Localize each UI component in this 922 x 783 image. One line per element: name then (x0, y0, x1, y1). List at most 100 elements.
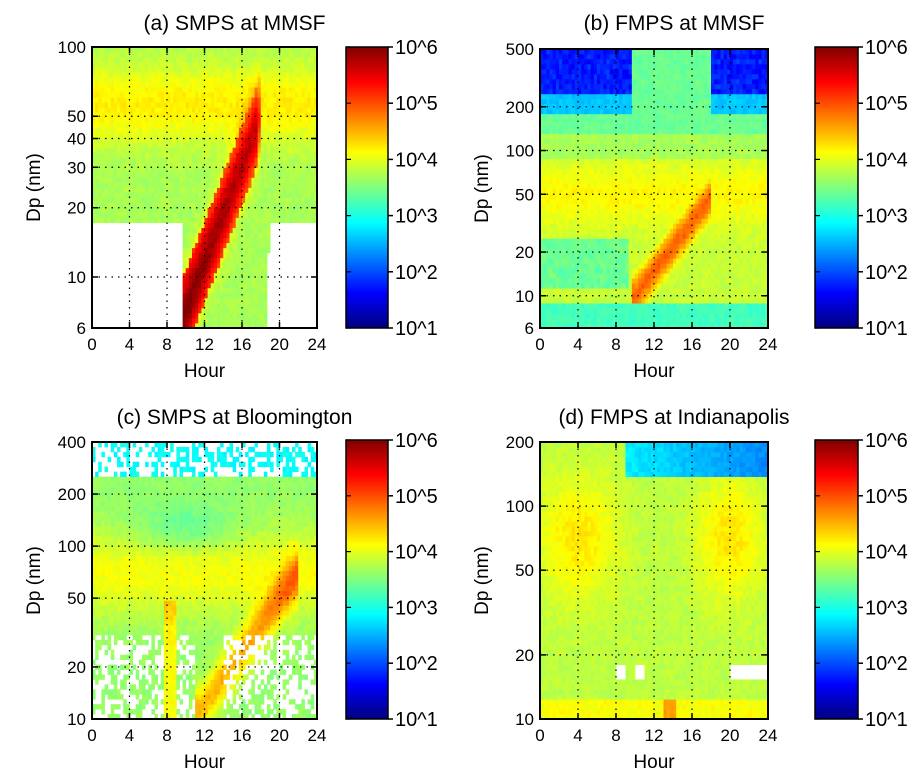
heatmap-cell (543, 323, 547, 329)
heatmap-cell (242, 187, 246, 193)
heatmap-cell (232, 237, 237, 244)
heatmap-cell (257, 262, 262, 269)
heatmap-cell (628, 163, 633, 169)
heatmap-cell (606, 153, 611, 160)
heatmap-cell (603, 208, 607, 214)
heatmap-cell (603, 163, 607, 169)
heatmap-cell (132, 132, 137, 138)
heatmap-cell (622, 243, 626, 249)
heatmap-cell (552, 238, 557, 244)
heatmap-cell (188, 192, 193, 198)
heatmap-cell (310, 102, 315, 108)
heatmap-cell (176, 192, 180, 198)
heatmap-cell (622, 268, 626, 274)
heatmap-cell (562, 188, 566, 194)
heatmap-cell (254, 172, 259, 178)
heatmap-cell (616, 308, 620, 314)
heatmap-cell (540, 128, 544, 135)
heatmap-cell (117, 52, 121, 58)
heatmap-cell (625, 248, 630, 254)
heatmap-cell (204, 192, 209, 198)
heatmap-cell (107, 77, 112, 83)
heatmap-cell (260, 302, 265, 309)
heatmap-cell (628, 183, 633, 189)
heatmap-cell (578, 178, 582, 184)
heatmap-cell (279, 52, 284, 58)
heatmap-cell (179, 112, 184, 118)
heatmap-cell (182, 242, 187, 249)
heatmap-cell (173, 157, 177, 163)
heatmap-cell (597, 153, 601, 160)
heatmap-cell (559, 268, 563, 274)
heatmap-cell (600, 98, 604, 105)
heatmap-cell (270, 177, 274, 183)
heatmap-cell (619, 93, 623, 100)
heatmap-cell (229, 252, 234, 259)
heatmap-cell (552, 128, 557, 135)
heatmap-cell (571, 49, 576, 55)
heatmap-cell (151, 122, 155, 128)
heatmap-cell (92, 142, 96, 148)
heatmap-cell (226, 197, 230, 203)
heatmap-cell (597, 193, 601, 199)
heatmap-cell (574, 213, 579, 219)
heatmap-cell (279, 92, 284, 98)
heatmap-cell (238, 187, 243, 193)
heatmap-cell (110, 92, 115, 98)
heatmap-cell (581, 98, 585, 105)
heatmap-cell (207, 72, 212, 78)
heatmap-cell (170, 177, 174, 183)
heatmap-cell (101, 167, 105, 173)
heatmap-cell (235, 292, 240, 299)
heatmap-cell (185, 247, 190, 254)
heatmap-cell (176, 152, 180, 158)
heatmap-cell (204, 187, 209, 193)
heatmap-cell (132, 82, 137, 88)
heatmap-cell (540, 303, 544, 309)
heatmap-cell (117, 62, 121, 68)
heatmap-cell (574, 93, 579, 100)
heatmap-cell (195, 102, 199, 108)
heatmap-cell (173, 182, 177, 188)
heatmap-cell (555, 148, 560, 155)
heatmap-cell (260, 317, 265, 324)
heatmap-cell (619, 238, 623, 244)
heatmap-cell (628, 83, 633, 90)
heatmap-cell (254, 162, 259, 168)
heatmap-cell (578, 49, 582, 55)
heatmap-cell (207, 147, 212, 153)
heatmap-cell (543, 213, 547, 219)
heatmap-cell (295, 197, 299, 203)
heatmap-cell (310, 132, 315, 138)
heatmap-cell (213, 167, 218, 173)
heatmap-cell (182, 277, 187, 284)
heatmap-cell (213, 212, 218, 219)
heatmap-cell (260, 222, 265, 229)
heatmap-cell (226, 57, 230, 63)
heatmap-cell (638, 103, 642, 110)
heatmap-cell (593, 58, 598, 65)
heatmap-cell (619, 218, 623, 224)
heatmap-cell (198, 162, 202, 168)
heatmap-cell (609, 288, 614, 294)
heatmap-cell (609, 183, 614, 189)
heatmap-cell (546, 173, 550, 179)
heatmap-cell (201, 117, 205, 123)
heatmap-cell (574, 148, 579, 155)
heatmap-cell (619, 88, 623, 95)
heatmap-cell (540, 153, 544, 160)
heatmap-cell (204, 162, 209, 168)
heatmap-cell (132, 57, 137, 63)
heatmap-cell (609, 168, 614, 174)
heatmap-cell (584, 128, 588, 135)
heatmap-cell (145, 72, 149, 78)
heatmap-cell (132, 162, 137, 168)
heatmap-cell (578, 318, 582, 324)
heatmap-cell (117, 92, 121, 98)
heatmap-cell (173, 177, 177, 183)
heatmap-cell (307, 137, 312, 143)
heatmap-cell (229, 242, 234, 249)
heatmap-cell (257, 137, 262, 143)
heatmap-cell (549, 213, 554, 219)
heatmap-cell (198, 47, 202, 53)
